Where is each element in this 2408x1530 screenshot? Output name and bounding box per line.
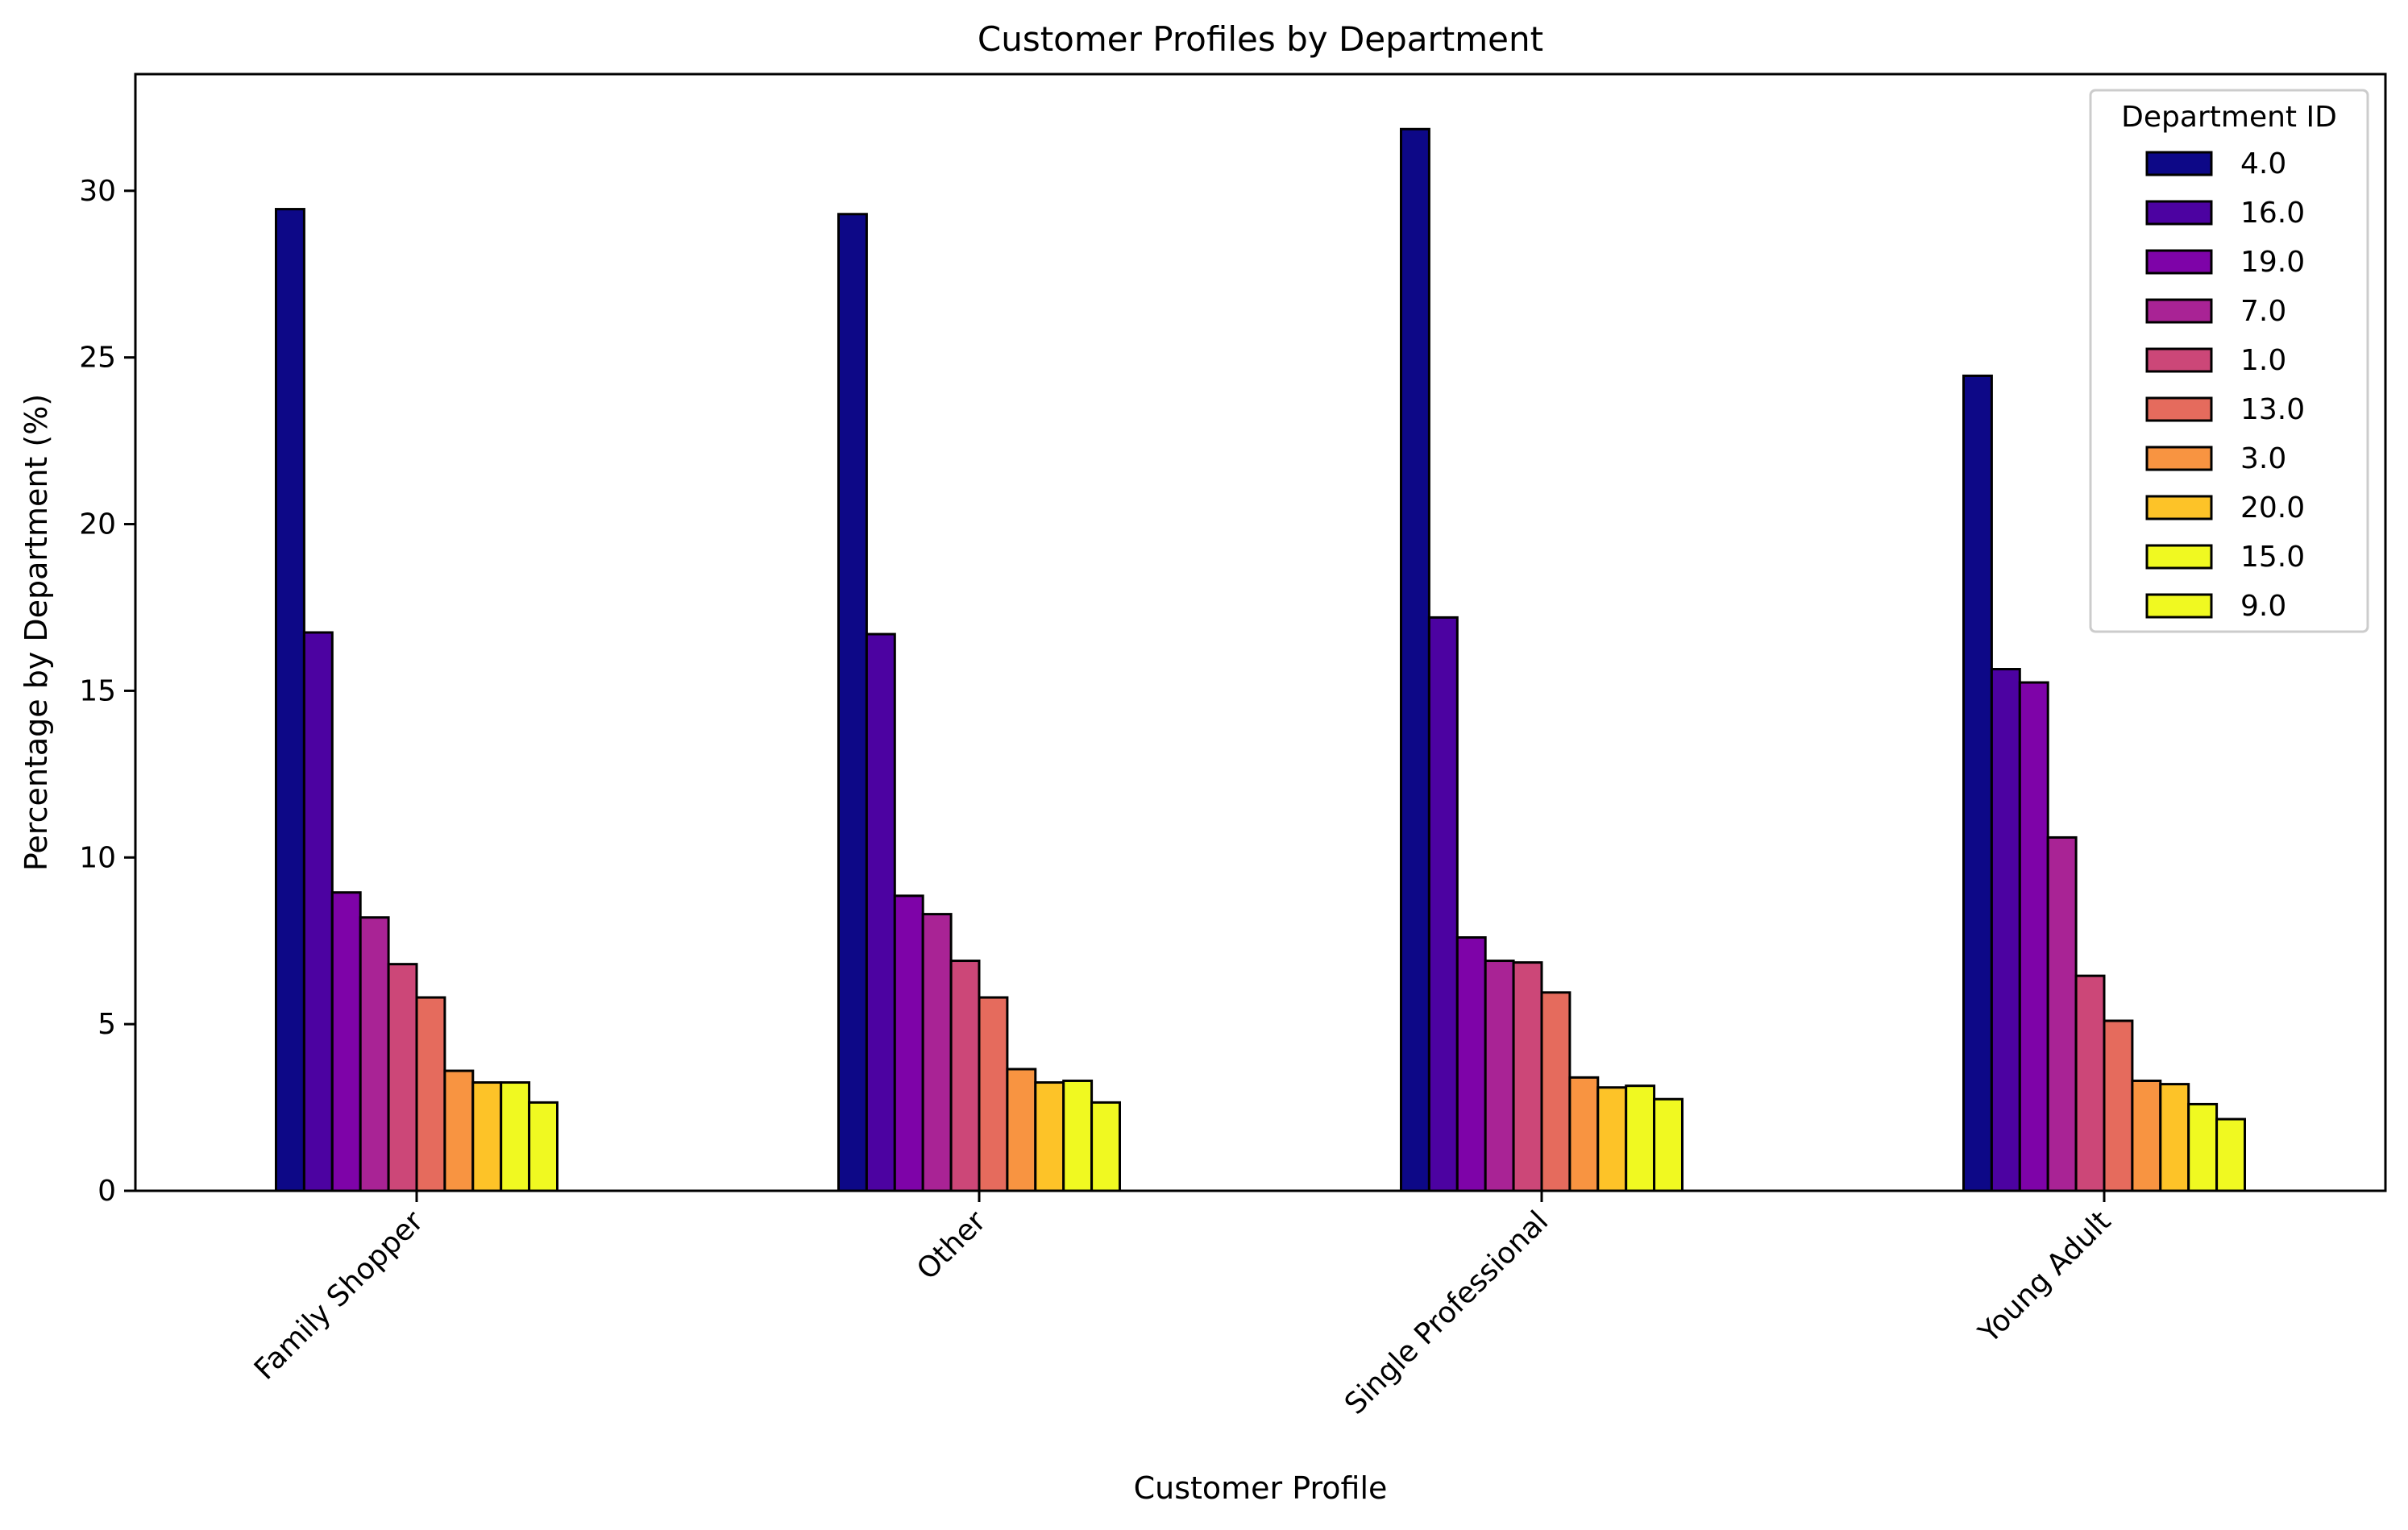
- y-tick-label: 25: [79, 342, 116, 375]
- legend-swatch-20-0: [2145, 495, 2213, 520]
- bar-family-shopper-16-0: [302, 631, 334, 1192]
- legend-swatch-3-0: [2145, 446, 2213, 471]
- legend-label-15-0: 15.0: [2240, 541, 2305, 574]
- legend: Department ID 4.0 16.0 19.0 7.0 1.0 13.0 3.0 20.…: [2089, 89, 2369, 633]
- legend-label-20-0: 20.0: [2240, 491, 2305, 525]
- bar-family-shopper-9-0: [528, 1101, 558, 1192]
- bar-family-shopper-20-0: [471, 1081, 503, 1192]
- legend-swatch-13-0: [2145, 396, 2213, 422]
- bar-single-professional-1-0: [1512, 961, 1543, 1192]
- bar-family-shopper-4-0: [275, 208, 305, 1192]
- legend-label-16-0: 16.0: [2240, 197, 2305, 230]
- bar-young-adult-15-0: [2187, 1102, 2219, 1192]
- legend-swatch-9-0: [2145, 593, 2213, 619]
- bars-group: [275, 127, 2247, 1192]
- y-tick-label: 5: [98, 1008, 116, 1041]
- legend-label-7-0: 7.0: [2240, 295, 2286, 328]
- bar-other-9-0: [1090, 1101, 1121, 1192]
- x-axis-ticks: Family Shopper Other Single Professional Yo…: [248, 1191, 2117, 1421]
- bar-young-adult-4-0: [1962, 374, 1993, 1192]
- bar-young-adult-9-0: [2215, 1117, 2247, 1192]
- y-tick-label: 15: [79, 674, 116, 707]
- y-tick-label: 30: [79, 175, 116, 208]
- bar-family-shopper-13-0: [415, 996, 446, 1192]
- bar-single-professional-4-0: [1400, 127, 1430, 1192]
- legend-label-1-0: 1.0: [2240, 344, 2286, 377]
- chart-title: Customer Profiles by Department: [978, 19, 1543, 59]
- legend-swatch-19-0: [2145, 249, 2213, 275]
- bar-family-shopper-19-0: [330, 891, 362, 1192]
- legend-swatch-15-0: [2145, 544, 2213, 570]
- bar-other-4-0: [837, 213, 868, 1192]
- y-axis-label: Percentage by Department (%): [19, 394, 54, 871]
- bar-other-16-0: [865, 632, 896, 1192]
- bar-single-professional-15-0: [1625, 1084, 1656, 1192]
- plot-area-frame: [134, 73, 2387, 1192]
- legend-frame: [2089, 89, 2369, 633]
- bar-young-adult-16-0: [1990, 668, 2021, 1192]
- legend-swatch-16-0: [2145, 200, 2213, 226]
- bar-other-19-0: [893, 894, 924, 1192]
- x-tick-label: Young Adult: [1972, 1205, 2117, 1350]
- y-tick-label: 0: [98, 1175, 116, 1208]
- bar-young-adult-13-0: [2103, 1019, 2134, 1192]
- x-tick-label: Single Professional: [1339, 1205, 1555, 1420]
- bar-other-7-0: [921, 913, 953, 1192]
- bar-young-adult-1-0: [2074, 974, 2106, 1192]
- bar-single-professional-19-0: [1455, 936, 1487, 1192]
- bar-other-1-0: [949, 960, 981, 1192]
- bar-other-3-0: [1006, 1068, 1037, 1192]
- bar-family-shopper-7-0: [359, 916, 390, 1192]
- bar-family-shopper-1-0: [387, 963, 418, 1192]
- bar-young-adult-20-0: [2159, 1083, 2190, 1192]
- legend-label-19-0: 19.0: [2240, 246, 2305, 279]
- x-tick-label: Other: [911, 1205, 992, 1286]
- bar-family-shopper-15-0: [500, 1081, 531, 1192]
- bar-young-adult-19-0: [2018, 681, 2049, 1192]
- x-axis-label: Customer Profile: [1134, 1470, 1388, 1506]
- legend-title: Department ID: [2121, 101, 2337, 134]
- legend-swatch-4-0: [2145, 151, 2213, 176]
- bar-other-20-0: [1034, 1081, 1065, 1192]
- legend-label-13-0: 13.0: [2240, 393, 2305, 426]
- y-tick-label: 10: [79, 841, 116, 874]
- bar-young-adult-3-0: [2131, 1079, 2162, 1192]
- bar-family-shopper-3-0: [443, 1069, 475, 1192]
- y-axis-ticks: 0 5 10 15 20 25 30: [79, 175, 135, 1208]
- bar-other-13-0: [978, 996, 1009, 1192]
- bar-single-professional-3-0: [1568, 1076, 1600, 1192]
- legend-swatch-1-0: [2145, 347, 2213, 373]
- legend-label-3-0: 3.0: [2240, 442, 2286, 475]
- bar-single-professional-16-0: [1427, 616, 1459, 1192]
- bar-single-professional-9-0: [1653, 1097, 1684, 1192]
- legend-swatch-7-0: [2145, 298, 2213, 324]
- bar-single-professional-7-0: [1484, 960, 1515, 1192]
- bar-single-professional-13-0: [1540, 991, 1571, 1192]
- bar-single-professional-20-0: [1596, 1086, 1628, 1192]
- x-tick-label: Family Shopper: [248, 1205, 430, 1386]
- legend-label-9-0: 9.0: [2240, 590, 2286, 623]
- y-tick-label: 20: [79, 508, 116, 541]
- legend-label-4-0: 4.0: [2240, 147, 2286, 180]
- bar-other-15-0: [1062, 1079, 1094, 1192]
- bar-young-adult-7-0: [2046, 835, 2078, 1192]
